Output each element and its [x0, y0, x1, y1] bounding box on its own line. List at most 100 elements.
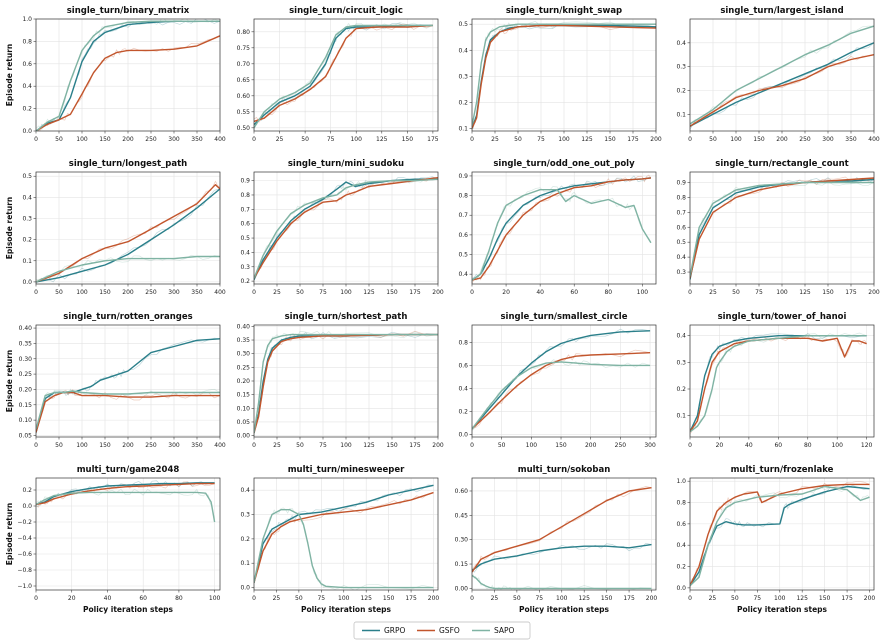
x-tick-label: 250	[615, 442, 627, 449]
y-tick-label: 0.4	[676, 254, 686, 261]
series-group	[254, 22, 434, 131]
subplot: single_turn/binary_matrix 0 50 100 150 200 250…	[5, 6, 226, 143]
x-tick-label: 100	[338, 595, 350, 602]
x-tick-label: 100	[209, 595, 221, 602]
x-tick-label: 60	[139, 595, 147, 602]
x-tick-label: 25	[709, 289, 717, 296]
subplot: multi_turn/frozenlake 0 25 50 75 100 125 150 175…	[676, 465, 875, 614]
subplot: single_turn/mini_sudoku 0 25 50 75 100 125 150 1…	[240, 159, 443, 296]
series-line-grpo	[254, 484, 434, 583]
y-tick-label: 0.5	[676, 239, 686, 246]
series-group	[690, 480, 870, 589]
x-tick-label: 200	[864, 595, 876, 602]
x-tick-label: 400	[214, 136, 226, 143]
x-tick-label: 300	[168, 136, 180, 143]
series-raw-trace	[690, 54, 874, 128]
series-raw-trace	[254, 492, 434, 582]
series-line-gsfo	[472, 352, 651, 430]
y-tick-label: 0.75	[237, 45, 251, 52]
y-axis-label: Episode return	[5, 44, 14, 107]
y-tick-label: 0.2	[458, 99, 468, 106]
x-tick-label: 200	[432, 442, 444, 449]
y-tick-label: 0.3	[676, 359, 686, 366]
y-tick-label: 0.55	[237, 109, 251, 116]
subplot: single_turn/rotten_oranges 0 50 100 150 200 25…	[5, 312, 226, 449]
subplot-title: single_turn/shortest_path	[285, 312, 408, 322]
y-tick-label: 0.05	[237, 419, 251, 426]
series-group	[690, 25, 874, 130]
legend-label-grpo: GRPO	[384, 626, 406, 635]
y-tick-label: 0.65	[237, 77, 251, 84]
x-tick-label: 50	[295, 595, 303, 602]
y-axis-label: Episode return	[5, 197, 14, 260]
x-tick-label: 150	[604, 136, 616, 143]
y-tick-label: 0.4	[458, 47, 468, 54]
series-line-grpo	[36, 188, 220, 283]
subplot-frame	[35, 171, 221, 285]
y-tick-label: 0.4	[22, 83, 32, 90]
x-tick-label: 150	[822, 289, 834, 296]
x-tick-label: 200	[650, 136, 662, 143]
x-tick-label: 0	[34, 442, 38, 449]
y-tick-label: 0.0	[458, 432, 468, 439]
y-tick-label: 0.2	[676, 87, 686, 94]
series-line-sapo	[254, 24, 433, 129]
x-tick-label: 0	[688, 595, 692, 602]
series-group	[690, 332, 867, 434]
x-tick-label: 250	[145, 136, 157, 143]
x-tick-label: 150	[555, 442, 567, 449]
series-line-grpo	[472, 543, 652, 572]
x-tick-label: 25	[709, 595, 717, 602]
y-tick-label: 0.1	[240, 560, 250, 567]
subplot-title: single_turn/smallest_circle	[501, 312, 628, 322]
y-tick-label: 0.50	[237, 125, 251, 132]
subplot: single_turn/largest_island 0 50 100 150 200 25…	[676, 6, 879, 143]
x-tick-label: 100	[350, 136, 362, 143]
x-tick-label: 175	[427, 136, 439, 143]
x-tick-label: 0	[470, 442, 474, 449]
series-raw-trace	[472, 175, 651, 279]
y-tick-label: 0.25	[19, 371, 33, 378]
y-tick-label: 0.0	[676, 585, 686, 592]
x-tick-label: 150	[402, 136, 414, 143]
y-tick-label: 0.4	[676, 333, 686, 340]
x-tick-label: 100	[76, 136, 88, 143]
subplot-frame	[471, 18, 657, 132]
series-line-sapo	[36, 390, 220, 430]
x-tick-label: 100	[76, 289, 88, 296]
subplot-title: multi_turn/minesweeper	[288, 465, 405, 475]
y-tick-label: 0.30	[237, 351, 251, 358]
x-tick-label: 200	[122, 442, 134, 449]
y-tick-label: 0.30	[455, 537, 469, 544]
legend-box	[353, 621, 531, 640]
series-line-sapo	[472, 189, 652, 281]
x-tick-label: 100	[831, 442, 843, 449]
x-tick-label: 75	[327, 136, 335, 143]
series-group	[254, 176, 438, 282]
x-tick-label: 300	[644, 442, 656, 449]
x-tick-label: 200	[646, 595, 658, 602]
y-tick-label: 0.0	[22, 279, 32, 286]
series-line-gsfo	[254, 333, 438, 434]
y-tick-label: −0.4	[17, 535, 32, 542]
x-tick-label: 0	[688, 136, 692, 143]
y-tick-label: 0.6	[240, 221, 250, 228]
x-tick-label: 100	[558, 136, 570, 143]
subplot: multi_turn/sokoban 0 25 50 75 100 125 150 175 200…	[455, 465, 658, 614]
y-tick-label: 0.35	[237, 337, 251, 344]
y-tick-label: −0.6	[17, 551, 32, 558]
series-line-sapo	[254, 509, 434, 589]
x-tick-label: 200	[776, 136, 788, 143]
x-tick-label: 175	[405, 595, 417, 602]
y-tick-label: 0.5	[22, 173, 32, 180]
x-tick-label: 125	[796, 595, 808, 602]
x-tick-label: 40	[104, 595, 112, 602]
y-tick-label: 0.3	[240, 264, 250, 271]
x-tick-label: 80	[604, 289, 612, 296]
x-tick-label: 50	[513, 595, 521, 602]
subplot-frame	[35, 18, 221, 132]
series-line-sapo	[472, 361, 651, 430]
y-tick-label: 0.7	[458, 212, 468, 219]
subplot: single_turn/odd_one_out_poly 0 20 40 60 80 100…	[458, 159, 657, 296]
